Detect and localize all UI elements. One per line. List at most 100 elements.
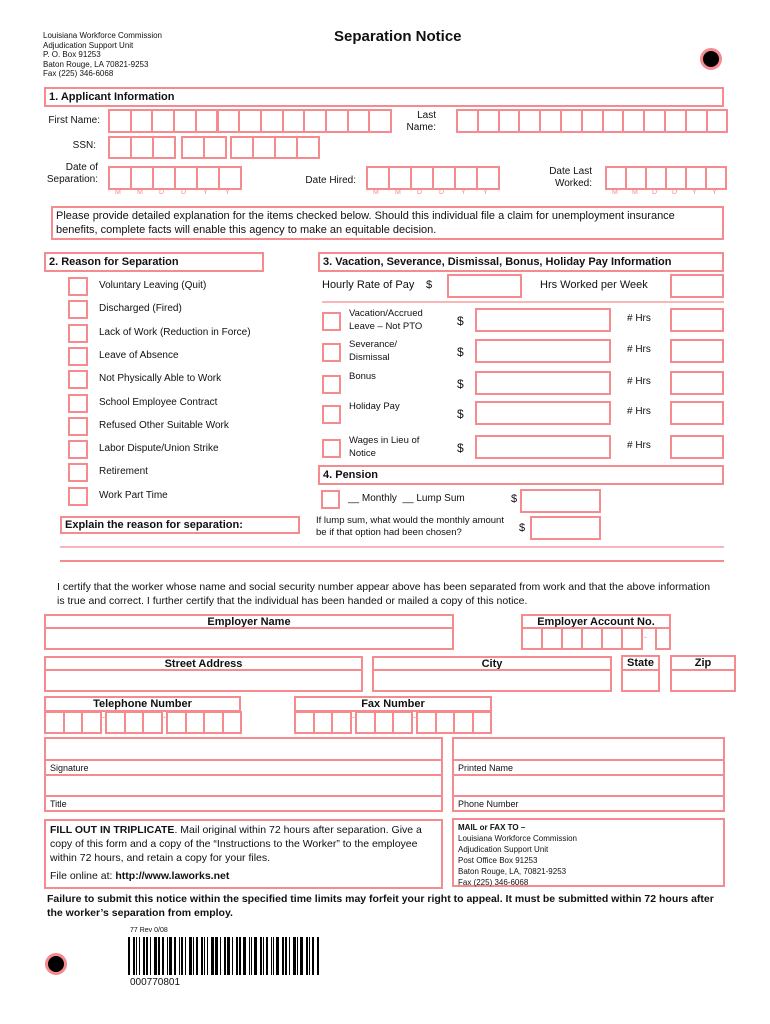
zip-input[interactable] <box>670 669 736 692</box>
date-hired-cell[interactable] <box>476 166 500 190</box>
telephone-cell[interactable] <box>166 711 187 734</box>
ssn-cell[interactable] <box>252 136 276 159</box>
fax-cell[interactable] <box>331 711 352 734</box>
reason-checkbox[interactable] <box>68 440 88 460</box>
date-hired-cell[interactable] <box>366 166 390 190</box>
last-name-cell[interactable] <box>476 109 500 133</box>
ssn-cell[interactable] <box>296 136 320 159</box>
reason-checkbox[interactable] <box>68 463 88 483</box>
account-cell[interactable] <box>541 627 563 650</box>
reason-checkbox[interactable] <box>68 346 88 366</box>
account-cell[interactable] <box>655 627 671 650</box>
pay-amount-input[interactable] <box>475 308 611 332</box>
last-name-cell[interactable] <box>539 109 562 133</box>
ssn-cell[interactable] <box>203 136 227 159</box>
telephone-cell[interactable] <box>62 711 83 734</box>
first-name-cell[interactable] <box>108 109 132 133</box>
telephone-cell[interactable] <box>142 711 163 734</box>
date-separation-cell[interactable] <box>152 166 176 190</box>
ssn-cell[interactable] <box>274 136 298 159</box>
explain-line-1[interactable] <box>60 546 724 548</box>
pension-checkbox[interactable] <box>321 490 340 509</box>
date-last-worked-cell[interactable] <box>685 166 707 190</box>
date-last-worked-cell[interactable] <box>605 166 627 190</box>
ssn-cell[interactable] <box>108 136 132 159</box>
printed-name-input[interactable] <box>452 737 725 761</box>
last-name-cell[interactable] <box>560 109 583 133</box>
account-cell[interactable] <box>581 627 603 650</box>
first-name-cell[interactable] <box>238 109 262 133</box>
pay-hours-input[interactable] <box>670 339 724 363</box>
telephone-cell[interactable] <box>221 711 242 734</box>
last-name-cell[interactable] <box>518 109 542 133</box>
pay-amount-input[interactable] <box>475 435 611 459</box>
street-input[interactable] <box>44 669 363 692</box>
date-hired-cell[interactable] <box>432 166 456 190</box>
first-name-cell[interactable] <box>368 109 393 133</box>
ssn-cell[interactable] <box>181 136 205 159</box>
date-hired-cell[interactable] <box>454 166 478 190</box>
fax-cell[interactable] <box>434 711 455 734</box>
telephone-cell[interactable] <box>44 711 65 734</box>
pay-amount-input[interactable] <box>475 401 611 425</box>
last-name-cell[interactable] <box>705 109 729 133</box>
pay-type-checkbox[interactable] <box>322 439 341 458</box>
explain-line-2[interactable] <box>60 560 724 562</box>
last-name-cell[interactable] <box>643 109 666 133</box>
first-name-cell[interactable] <box>216 109 241 133</box>
first-name-cell[interactable] <box>173 109 197 133</box>
pay-type-checkbox[interactable] <box>322 405 341 424</box>
first-name-cell[interactable] <box>303 109 327 133</box>
first-name-cell[interactable] <box>194 109 219 133</box>
fax-cell[interactable] <box>392 711 413 734</box>
fax-cell[interactable] <box>373 711 394 734</box>
first-name-cell[interactable] <box>281 109 306 133</box>
date-hired-cell[interactable] <box>410 166 434 190</box>
city-input[interactable] <box>372 669 612 692</box>
fax-cell[interactable] <box>312 711 333 734</box>
date-hired-cell[interactable] <box>388 166 412 190</box>
telephone-cell[interactable] <box>203 711 224 734</box>
account-cell[interactable] <box>621 627 643 650</box>
telephone-cell[interactable] <box>105 711 126 734</box>
hrs-per-week-input[interactable] <box>670 274 724 298</box>
first-name-cell[interactable] <box>325 109 349 133</box>
pay-hours-input[interactable] <box>670 308 724 332</box>
pay-hours-input[interactable] <box>670 435 724 459</box>
ssn-cell[interactable] <box>230 136 254 159</box>
last-name-cell[interactable] <box>456 109 479 133</box>
account-cell[interactable] <box>561 627 583 650</box>
fax-cell[interactable] <box>416 711 437 734</box>
pay-type-checkbox[interactable] <box>322 312 341 331</box>
reason-checkbox[interactable] <box>68 393 88 413</box>
account-cell[interactable] <box>521 627 543 650</box>
date-separation-cell[interactable] <box>196 166 220 190</box>
phone-number-input[interactable] <box>452 774 725 797</box>
reason-checkbox[interactable] <box>68 416 88 436</box>
last-name-cell[interactable] <box>497 109 521 133</box>
pay-type-checkbox[interactable] <box>322 343 341 362</box>
last-name-cell[interactable] <box>601 109 625 133</box>
date-last-worked-cell[interactable] <box>625 166 647 190</box>
date-separation-cell[interactable] <box>218 166 242 190</box>
employer-name-input[interactable] <box>44 627 454 650</box>
date-last-worked-cell[interactable] <box>645 166 667 190</box>
telephone-cell[interactable] <box>123 711 144 734</box>
fax-cell[interactable] <box>453 711 474 734</box>
last-name-cell[interactable] <box>664 109 687 133</box>
state-input[interactable] <box>621 669 660 692</box>
first-name-cell[interactable] <box>259 109 284 133</box>
pay-type-checkbox[interactable] <box>322 375 341 394</box>
telephone-cell[interactable] <box>81 711 102 734</box>
monthly-amount-input[interactable] <box>530 516 601 540</box>
date-separation-cell[interactable] <box>174 166 198 190</box>
pay-amount-input[interactable] <box>475 339 611 363</box>
ssn-cell[interactable] <box>130 136 154 159</box>
telephone-cell[interactable] <box>184 711 205 734</box>
laworks-link[interactable]: http://www.laworks.net <box>115 870 230 882</box>
pay-amount-input[interactable] <box>475 371 611 395</box>
date-last-worked-cell[interactable] <box>705 166 727 190</box>
date-separation-cell[interactable] <box>130 166 154 190</box>
reason-checkbox[interactable] <box>68 277 88 296</box>
pay-hours-input[interactable] <box>670 401 724 425</box>
